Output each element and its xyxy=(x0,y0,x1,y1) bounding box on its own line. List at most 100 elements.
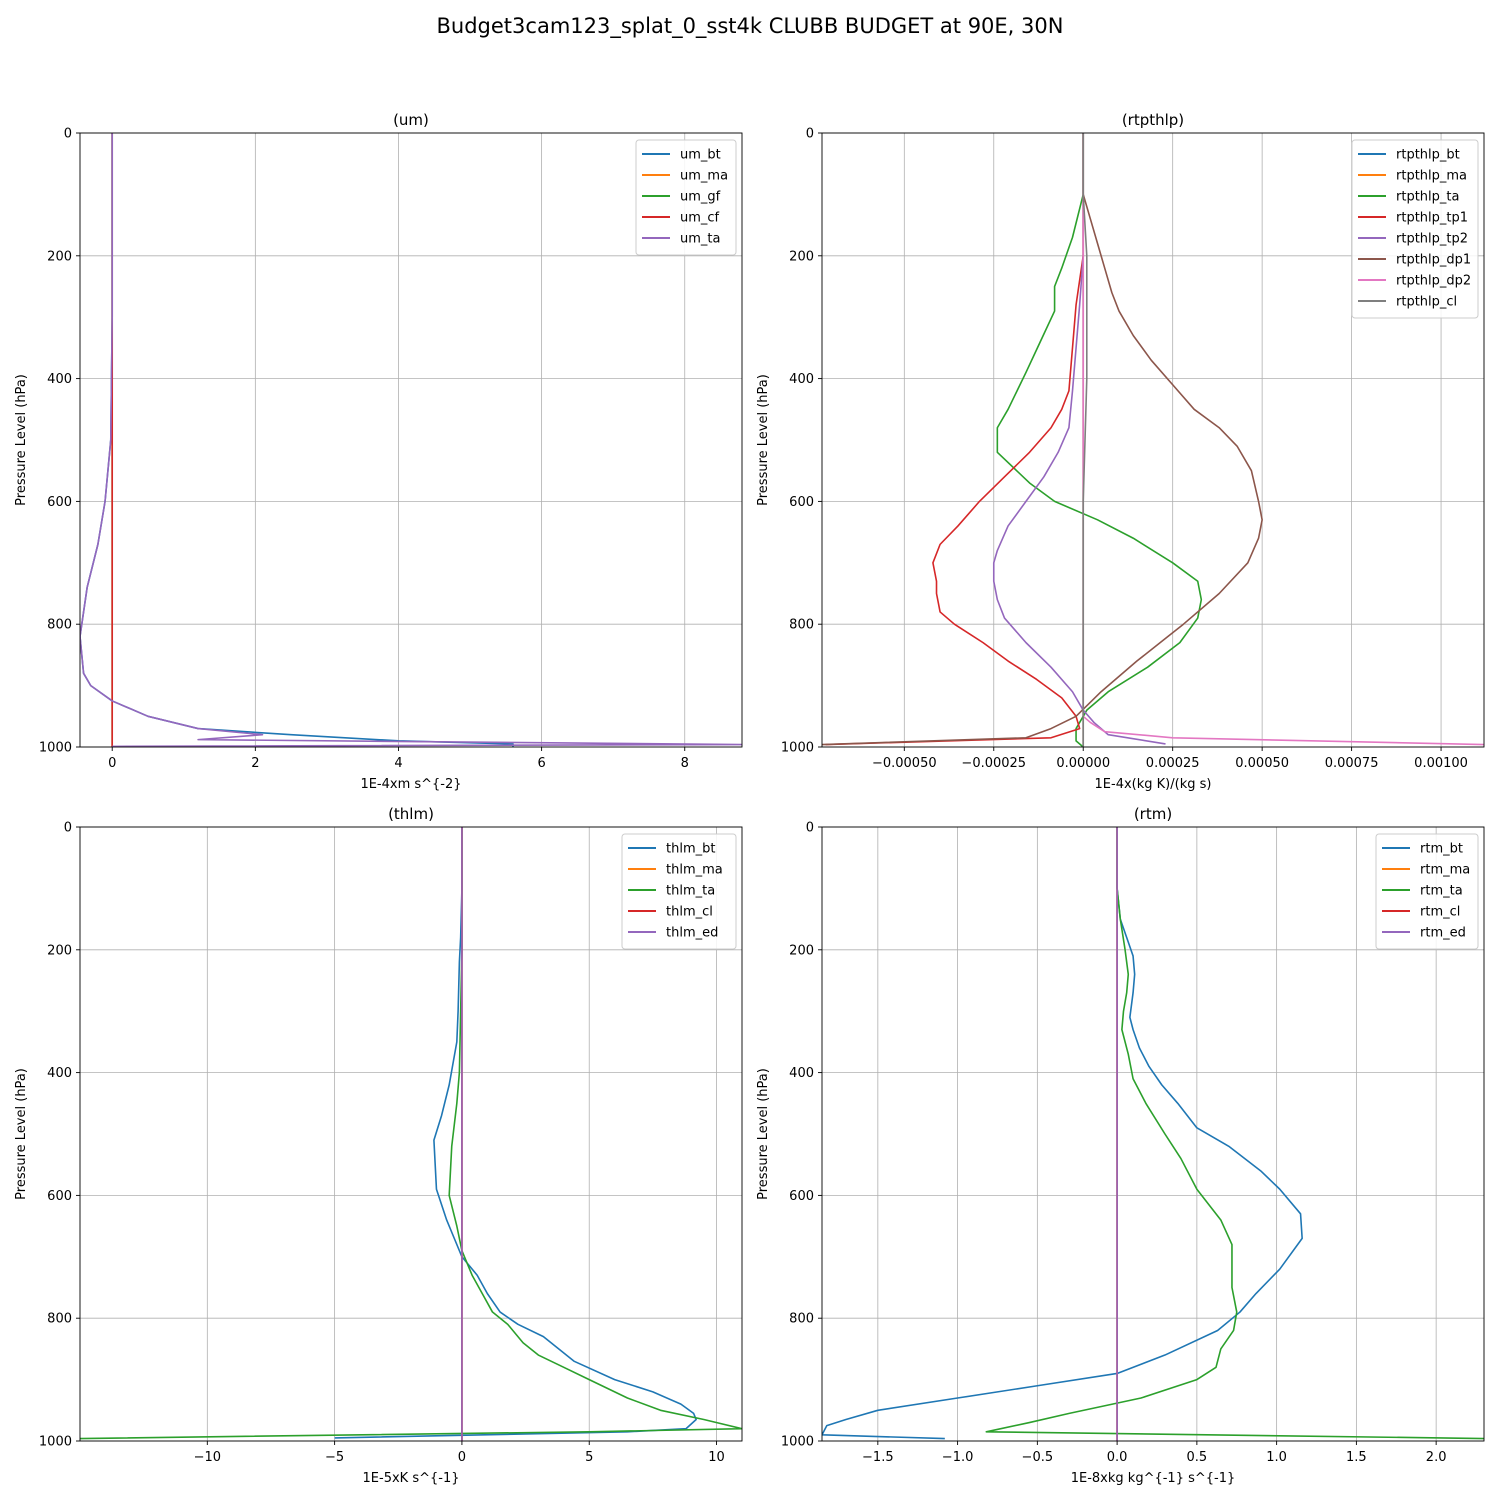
series-line-thlm_ta xyxy=(80,827,742,1440)
y-tick-label: 400 xyxy=(47,372,72,387)
panel-title: (um) xyxy=(393,111,429,129)
y-tick-label: 200 xyxy=(789,943,814,958)
figure-title: Budget3cam123_splat_0_sst4k CLUBB BUDGET… xyxy=(436,14,1064,38)
series-line-um_ta xyxy=(80,133,742,747)
legend-entry-rtm_bt: rtm_bt xyxy=(1420,842,1463,857)
y-tick-label: 800 xyxy=(47,618,72,633)
legend-entry-rtpthlp_tp2: rtpthlp_tp2 xyxy=(1396,232,1468,247)
series-group xyxy=(822,133,1484,747)
series-line-rtm_bt xyxy=(822,827,1303,1440)
legend: thlm_bt thlm_ma thlm_ta thlm_cl thlm_ed xyxy=(621,833,737,950)
x-tick-label: −1.0 xyxy=(942,1450,974,1465)
legend-entry-um_gf: um_gf xyxy=(680,190,721,205)
y-tick-label: 0 xyxy=(64,127,72,142)
legend-box xyxy=(621,833,737,950)
y-tick-label: 200 xyxy=(789,249,814,264)
legend-entry-rtpthlp_bt: rtpthlp_bt xyxy=(1396,148,1460,163)
legend-entry-um_cf: um_cf xyxy=(680,211,720,226)
y-tick-label: 800 xyxy=(789,618,814,633)
y-axis-label: Pressure Level (hPa) xyxy=(14,1068,29,1200)
legend-entry-rtm_ta: rtm_ta xyxy=(1420,884,1463,899)
legend: um_bt um_ma um_gf um_cf um_ta xyxy=(635,139,737,256)
y-tick-label: 800 xyxy=(47,1312,72,1327)
x-tick-label: 6 xyxy=(537,756,545,771)
y-tick-label: 600 xyxy=(789,495,814,510)
plot-frame xyxy=(821,132,1485,748)
x-tick-label: 0.5 xyxy=(1187,1450,1208,1465)
series-line-rtpthlp_tp2 xyxy=(992,133,1166,745)
legend-entry-rtpthlp_cl: rtpthlp_cl xyxy=(1396,295,1457,310)
legend-entry-rtpthlp_dp1: rtpthlp_dp1 xyxy=(1396,253,1471,268)
y-tick-label: 0 xyxy=(806,821,814,836)
y-tick-label: 400 xyxy=(47,1066,72,1081)
panel-title: (thlm) xyxy=(388,805,434,823)
legend-entry-thlm_cl: thlm_cl xyxy=(666,905,713,920)
y-tick-label: 1000 xyxy=(39,741,72,756)
panel-title: (rtm) xyxy=(1134,805,1172,823)
y-tick-label: 400 xyxy=(789,372,814,387)
x-tick-label: 0.00075 xyxy=(1325,756,1379,771)
x-tick-label: 4 xyxy=(394,756,402,771)
x-tick-label: 0.00000 xyxy=(1056,756,1110,771)
series-line-rtpthlp_tp1 xyxy=(825,133,1085,746)
y-tick-label: 0 xyxy=(64,821,72,836)
plot-frame xyxy=(821,826,1485,1442)
series-group xyxy=(80,133,742,747)
x-tick-label: −1.5 xyxy=(862,1450,894,1465)
panel-title: (rtpthlp) xyxy=(1122,111,1184,129)
y-tick-label: 1000 xyxy=(781,1435,814,1450)
x-tick-label: −0.00025 xyxy=(961,756,1026,771)
y-axis-label: Pressure Level (hPa) xyxy=(756,1068,771,1200)
x-tick-label: −0.00050 xyxy=(872,756,937,771)
plot-frame xyxy=(79,826,743,1442)
x-tick-label: 0.00050 xyxy=(1235,756,1289,771)
legend: rtpthlp_bt rtpthlp_ma rtpthlp_ta rtpthlp_tp… xyxy=(1351,139,1479,319)
y-tick-label: 0 xyxy=(806,127,814,142)
legend-entry-rtpthlp_tp1: rtpthlp_tp1 xyxy=(1396,211,1468,226)
legend-entry-thlm_ma: thlm_ma xyxy=(666,863,723,878)
y-tick-label: 600 xyxy=(47,1189,72,1204)
x-tick-label: 2 xyxy=(251,756,259,771)
x-axis-label: 1E-4x(kg K)/(kg s) xyxy=(1095,777,1212,792)
legend-entry-thlm_ed: thlm_ed xyxy=(666,926,718,941)
y-tick-label: 1000 xyxy=(39,1435,72,1450)
x-tick-label: −10 xyxy=(194,1450,221,1465)
legend-entry-rtpthlp_dp2: rtpthlp_dp2 xyxy=(1396,274,1471,289)
legend-entry-rtpthlp_ma: rtpthlp_ma xyxy=(1396,169,1467,184)
series-line-rtpthlp_dp1 xyxy=(822,133,1263,746)
x-tick-label: 1.0 xyxy=(1266,1450,1287,1465)
y-axis-label: Pressure Level (hPa) xyxy=(14,374,29,506)
x-tick-label: 2.0 xyxy=(1426,1450,1447,1465)
x-axis-label: 1E-5xK s^{-1} xyxy=(363,1471,460,1486)
series-line-rtpthlp_cl xyxy=(1082,133,1088,747)
legend: rtm_bt rtm_ma rtm_ta rtm_cl rtm_ed xyxy=(1375,833,1479,950)
x-tick-label: 1.5 xyxy=(1346,1450,1367,1465)
y-tick-label: 400 xyxy=(789,1066,814,1081)
legend-entry-um_ma: um_ma xyxy=(680,169,728,184)
legend-entry-rtpthlp_ta: rtpthlp_ta xyxy=(1396,190,1459,205)
legend-entry-um_ta: um_ta xyxy=(680,232,720,247)
legend-box xyxy=(635,139,737,256)
x-tick-label: 8 xyxy=(681,756,689,771)
y-tick-label: 600 xyxy=(47,495,72,510)
panel-1: −0.00050 −0.00025 0.00000 0.00025 0.00050 0.0… xyxy=(756,111,1485,792)
y-tick-label: 600 xyxy=(789,1189,814,1204)
y-tick-label: 200 xyxy=(47,249,72,264)
panel-0: 0 2 4 6 8 0 200 400 600 800 1000 (um) 1E-4xm s^{-2} P… xyxy=(14,111,743,792)
legend-box xyxy=(1351,139,1479,319)
x-tick-label: 0 xyxy=(458,1450,466,1465)
x-tick-label: 0.00100 xyxy=(1414,756,1468,771)
x-tick-label: 10 xyxy=(708,1450,725,1465)
y-tick-label: 800 xyxy=(789,1312,814,1327)
x-tick-label: 0.00025 xyxy=(1146,756,1200,771)
legend-entry-rtm_ed: rtm_ed xyxy=(1420,926,1466,941)
x-tick-label: 0.0 xyxy=(1107,1450,1128,1465)
x-tick-label: −5 xyxy=(325,1450,344,1465)
panel-3: −1.5 −1.0 −0.5 0.0 0.5 1.0 1.5 2.0 0 200 400 600 800… xyxy=(756,805,1485,1486)
y-axis-label: Pressure Level (hPa) xyxy=(756,374,771,506)
panel-2: −10 −5 0 5 10 0 200 400 600 800 1000 (thlm) 1E-5xK s… xyxy=(14,805,743,1486)
x-axis-label: 1E-4xm s^{-2} xyxy=(360,777,461,792)
series-line-rtm_ta xyxy=(985,827,1484,1440)
legend-box xyxy=(1375,833,1479,950)
